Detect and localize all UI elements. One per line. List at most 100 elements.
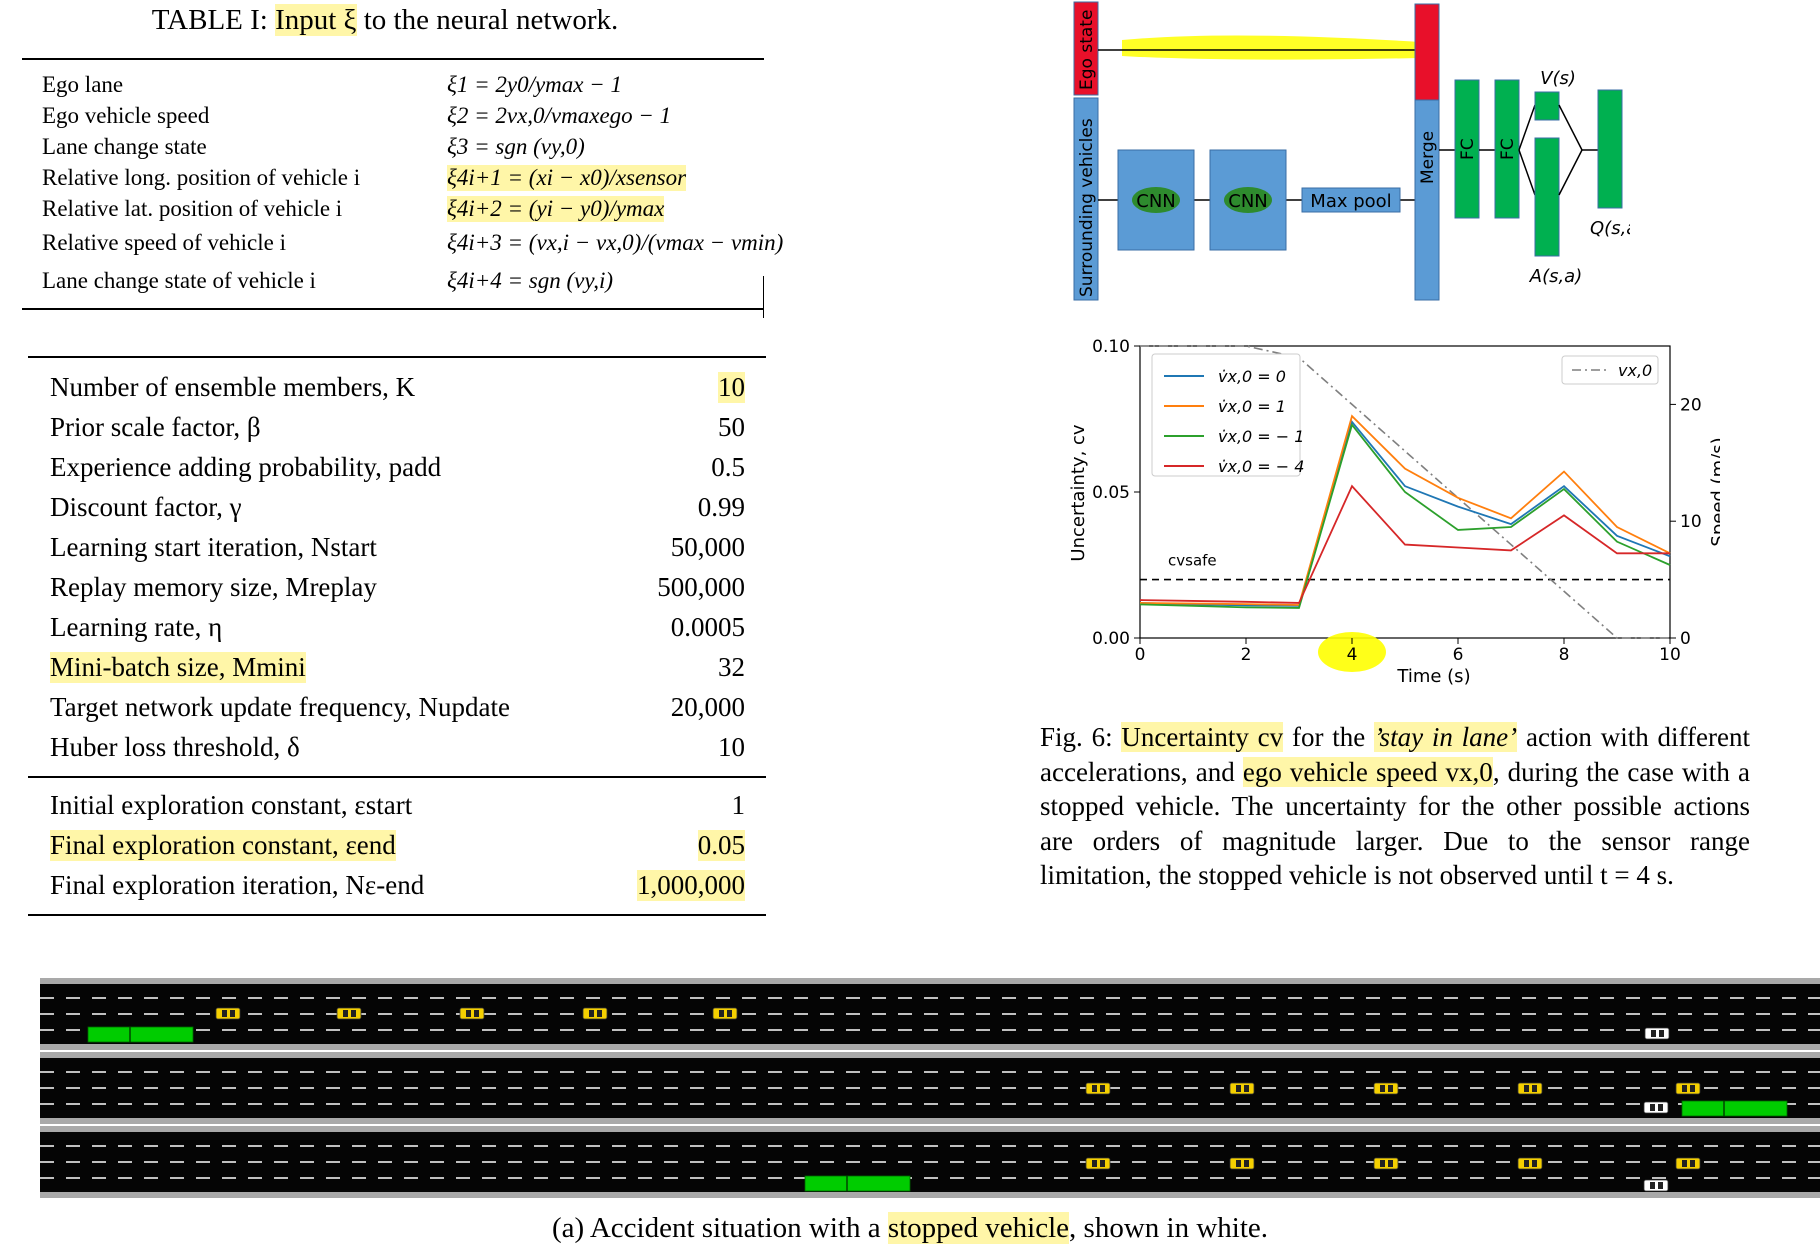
figure6-caption-part: action with different accelerations, and bbox=[1040, 722, 1751, 787]
table1-row-formula: ξ4i+4 = sgn (vy,i) bbox=[447, 268, 614, 293]
table2-row-value: 50 bbox=[718, 412, 745, 442]
simulation-view bbox=[40, 978, 1820, 1198]
network-diagram: Ego state Surrounding vehicles CNN CNN M… bbox=[1073, 1, 1630, 301]
table2-row-value: 32 bbox=[718, 652, 745, 682]
legend-label: v̇x,0 = 0 bbox=[1218, 367, 1286, 386]
table2-row-label: Learning start iteration, Nstart bbox=[50, 532, 377, 562]
table2-row-value: 1 bbox=[731, 790, 746, 820]
legend-label: v̇x,0 = − 1 bbox=[1218, 427, 1304, 446]
x-tick-label: 4 bbox=[1347, 645, 1358, 665]
vehicle-window bbox=[351, 1010, 356, 1017]
table2-row-value: 20,000 bbox=[670, 692, 745, 722]
x-tick-label: 10 bbox=[1659, 645, 1681, 665]
table1-row: Relative long. position of vehicle i ξ4i… bbox=[42, 165, 762, 196]
vehicle bbox=[1373, 1082, 1399, 1095]
series-line bbox=[1139, 420, 1671, 607]
table1-row-label: Relative speed of vehicle i bbox=[42, 230, 286, 255]
y-ticks-right: 0 10 20 bbox=[1670, 395, 1702, 649]
maxpool-label: Max pool bbox=[1310, 191, 1391, 212]
truck bbox=[1681, 1100, 1788, 1117]
vehicle-window bbox=[1658, 1182, 1663, 1189]
vehicle-window bbox=[727, 1010, 732, 1017]
vehicle bbox=[1085, 1157, 1111, 1170]
ego-state-block bbox=[1073, 1, 1099, 96]
table2-row-label: Number of ensemble members, K bbox=[50, 372, 416, 402]
vehicle-window bbox=[343, 1010, 348, 1017]
figure6-caption-part: Uncertainty cv bbox=[1121, 722, 1284, 752]
uncertainty-series bbox=[1139, 414, 1671, 609]
table2-row: Prior scale factor, β 50 bbox=[50, 412, 745, 450]
vehicle bbox=[1373, 1157, 1399, 1170]
vehicle bbox=[1229, 1082, 1255, 1095]
series-line bbox=[1139, 422, 1671, 609]
join-line bbox=[1558, 104, 1583, 151]
table2-row: Initial exploration constant, εstart 1 bbox=[50, 790, 745, 828]
vehicle-window bbox=[1690, 1085, 1695, 1092]
y-tick-label: 0.05 bbox=[1092, 483, 1130, 503]
table2-row: Learning rate, η 0.0005 bbox=[50, 612, 745, 650]
fc1-block bbox=[1454, 79, 1480, 219]
advantage-block bbox=[1534, 137, 1560, 257]
y-tick-label: 0.00 bbox=[1092, 629, 1130, 649]
vehicle-window bbox=[1682, 1160, 1687, 1167]
truck bbox=[87, 1026, 194, 1043]
table2-row-value: 0.5 bbox=[711, 452, 745, 482]
vehicle-window bbox=[1659, 1030, 1664, 1037]
table1-row-label: Ego lane bbox=[42, 72, 124, 97]
table2-row: Final exploration iteration, Nε-end 1,00… bbox=[50, 870, 745, 908]
vehicle-window bbox=[466, 1010, 471, 1017]
vehicle-window bbox=[1244, 1085, 1249, 1092]
table2-row-label: Prior scale factor, β bbox=[50, 412, 261, 442]
surrounding-vehicles-block bbox=[1073, 97, 1099, 301]
x-axis-label: Time (s) bbox=[1396, 666, 1470, 687]
figure6-caption-part: for the bbox=[1283, 722, 1375, 752]
surrounding-vehicles-label: Surrounding vehicles bbox=[1077, 118, 1097, 297]
join-line bbox=[1558, 149, 1583, 196]
vehicle-window bbox=[1380, 1160, 1385, 1167]
x-tick-label: 8 bbox=[1559, 645, 1570, 665]
vehicle-window bbox=[1532, 1085, 1537, 1092]
table2-row-label: Initial exploration constant, εstart bbox=[50, 790, 413, 820]
legend-label: v̇x,0 = − 4 bbox=[1218, 457, 1304, 476]
table1-caption-highlight: Input ξ bbox=[275, 4, 357, 36]
value-label: V(s) bbox=[1540, 68, 1576, 89]
vehicle bbox=[459, 1007, 485, 1020]
table2-row-label: Target network update frequency, Nupdate bbox=[50, 692, 510, 722]
table1-row-label: Lane change state bbox=[42, 134, 207, 159]
figure6-caption: Fig. 6: Uncertainty cv for the ’stay in … bbox=[1040, 720, 1750, 893]
ego-state-label: Ego state bbox=[1077, 10, 1097, 90]
vehicle bbox=[582, 1007, 608, 1020]
vehicle-window bbox=[1236, 1160, 1241, 1167]
simulation-caption-suffix: , shown in white. bbox=[1069, 1212, 1268, 1244]
table1-row-formula: ξ4i+3 = (vx,i − vx,0)/(vmax − vmin) bbox=[447, 230, 784, 255]
figure6-caption-part: ’stay in lane’ bbox=[1374, 722, 1518, 752]
y-tick-right-label: 10 bbox=[1680, 512, 1702, 532]
vehicle-window bbox=[1100, 1085, 1105, 1092]
cnn1-highlight bbox=[1132, 187, 1180, 213]
table1-row-formula: ξ4i+2 = (yi − y0)/ymax bbox=[447, 196, 665, 222]
vehicle bbox=[1643, 1101, 1669, 1114]
vehicle bbox=[1085, 1082, 1111, 1095]
x-tick-label: 6 bbox=[1453, 645, 1464, 665]
table2-row-label: Discount factor, γ bbox=[50, 492, 242, 522]
legend-label: v̇x,0 = 1 bbox=[1218, 397, 1286, 416]
threshold-label: cvsafe bbox=[1168, 552, 1217, 570]
vehicle-window bbox=[1524, 1085, 1529, 1092]
threshold: cvsafe bbox=[1140, 552, 1670, 581]
simulation-caption-highlight: stopped vehicle bbox=[887, 1212, 1070, 1244]
legend-speed: vx,0 bbox=[1561, 355, 1659, 385]
vehicle-window bbox=[1380, 1085, 1385, 1092]
table2-row: Number of ensemble members, K 10 bbox=[50, 372, 745, 410]
series-line bbox=[1139, 484, 1670, 604]
table2-row-label: Final exploration iteration, Nε-end bbox=[50, 870, 425, 900]
vehicle bbox=[336, 1007, 362, 1020]
fork-line bbox=[1518, 104, 1536, 151]
vehicle-window bbox=[1092, 1085, 1097, 1092]
vehicle-window bbox=[1651, 1030, 1656, 1037]
vehicle-window bbox=[1658, 1104, 1663, 1111]
vehicle-window bbox=[589, 1010, 594, 1017]
vehicle-window bbox=[1236, 1085, 1241, 1092]
cnn2-highlight bbox=[1224, 187, 1272, 213]
value-block bbox=[1534, 91, 1560, 121]
